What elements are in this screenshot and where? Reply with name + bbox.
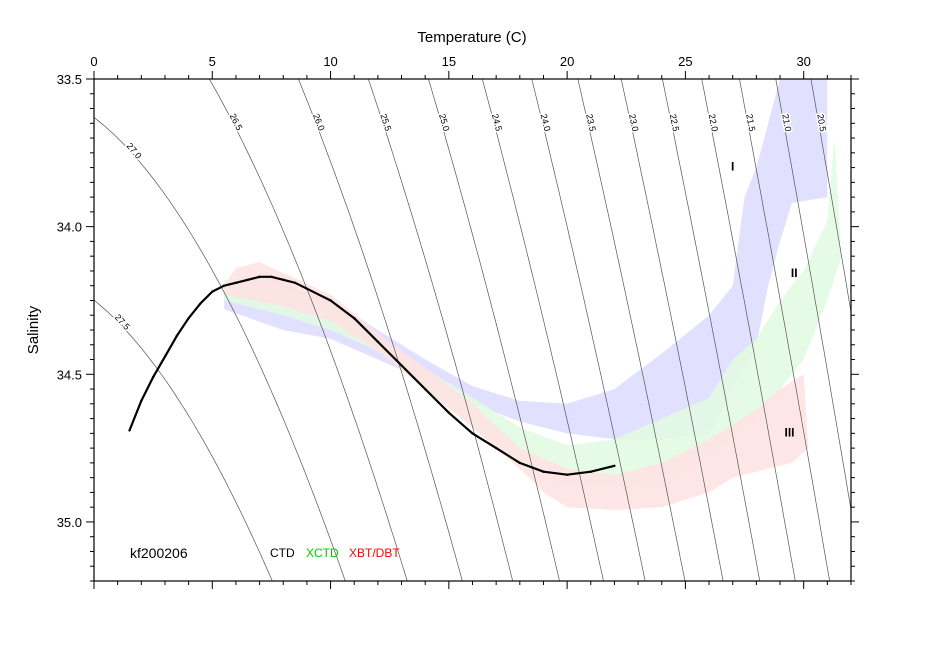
series-ctd-point (305, 287, 309, 290)
series-ctd-point (424, 387, 427, 391)
isopycnal-27.0 (94, 116, 346, 581)
series-ctd-point (293, 281, 297, 284)
axes: 0 5 10 15 20 25 30 33.5 34.0 34.5 35.0 (57, 54, 859, 589)
isopycnal-label: 25.0 (437, 113, 451, 133)
y-axis-title: Salinity (25, 305, 42, 354)
region-label-i: I (731, 160, 734, 174)
isopycnal-21.5 (739, 79, 830, 581)
series-ctd-point (222, 284, 226, 287)
series-ctd-point (400, 364, 403, 367)
isopycnal-label: 24.5 (490, 113, 504, 132)
series-ctd-point (187, 317, 190, 320)
x-tick-label: 0 (90, 54, 97, 69)
isopycnal-26.5 (208, 79, 408, 581)
series-ctd-point (151, 376, 155, 379)
isopycnal-label: 23.0 (627, 113, 640, 132)
legend-xbt-dbt: XBT/DBT (349, 546, 400, 560)
region-label-ii: II (791, 266, 798, 280)
isopycnal-23.5 (577, 79, 686, 581)
isopycnal-26.0 (298, 79, 463, 581)
series-ctd-point (258, 275, 261, 278)
x-tick-label: 10 (323, 54, 337, 69)
series-ctd-point (447, 411, 450, 414)
isopycnal-label: 21.5 (744, 113, 757, 132)
series-ctd-point (518, 461, 521, 465)
isopycnal-22.5 (662, 79, 761, 581)
series-ctd-point (353, 317, 356, 320)
isopycnal-label: 26.0 (311, 112, 327, 132)
isopycnal-24.0 (531, 79, 646, 581)
isopycnal-label: 22.5 (668, 113, 681, 132)
series-ctd-point (211, 290, 214, 293)
isopycnal-27.5 (94, 299, 273, 581)
y-tick-label: 33.5 (57, 72, 82, 87)
profile-data (128, 275, 616, 476)
legend-xctd: XCTD (306, 546, 339, 560)
series-ctd-point (175, 334, 178, 338)
region-label-iii: III (784, 425, 794, 439)
y-tick-label: 35.0 (57, 515, 82, 530)
x-tick-label: 15 (442, 54, 456, 69)
x-tick-label: 30 (796, 54, 810, 69)
isopycnal-25.5 (367, 79, 514, 581)
isopycnal-label: 25.5 (378, 112, 393, 132)
isopycnal-24.5 (481, 79, 604, 581)
isopycnal-label: 27.0 (125, 141, 144, 161)
legend-ctd: CTD (270, 546, 295, 560)
series-ctd-point (471, 432, 474, 435)
isopycnal-label: 20.5 (815, 113, 828, 132)
series-ctd-point (542, 470, 545, 473)
isopycnal-21.0 (775, 79, 851, 512)
series-ctd-point (163, 355, 167, 358)
cruise-label: kf200206 (130, 545, 188, 561)
series-ctd-point (495, 446, 498, 450)
x-tick-label: 20 (560, 54, 574, 69)
isopycnal-label: 24.0 (539, 113, 553, 132)
y-tick-label: 34.0 (57, 220, 82, 235)
isopycnal-22.0 (701, 79, 796, 581)
isopycnal-25.0 (428, 79, 560, 581)
isopycnal-labels: 27.5 27.0 26.5 26.0 25.5 25.0 24.5 24.0 23.5 23.0… (111, 110, 829, 333)
x-tick-label: 25 (678, 54, 692, 69)
series-ctd-point (589, 470, 592, 473)
isopycnal-23.0 (620, 79, 724, 581)
isopycnal-label: 27.5 (113, 312, 132, 332)
isopycnal-label: 21.0 (780, 113, 793, 132)
series-ctd-point (246, 278, 249, 281)
y-tick-label: 34.5 (57, 367, 82, 382)
series-ctd-point (140, 399, 143, 403)
series-ctd-point (329, 299, 332, 302)
isopycnal-label: 22.0 (707, 113, 720, 132)
series-ctd-point (376, 340, 380, 343)
series-ctd-point (282, 278, 285, 281)
series-ctd-point (270, 275, 273, 278)
isopycnal-lines (94, 79, 851, 581)
series-ctd-point (234, 281, 238, 284)
isopycnal-label: 23.5 (584, 113, 598, 132)
series-ctd-point (565, 473, 569, 476)
series-ctd-point (128, 429, 131, 432)
x-tick-label: 5 (209, 54, 216, 69)
series-ctd-point (199, 302, 202, 305)
x-axis-title: Temperature (C) (417, 29, 526, 46)
series-ctd-point (613, 464, 616, 467)
isopycnal-20.5 (810, 79, 851, 314)
isopycnal-label: 26.5 (228, 112, 245, 132)
